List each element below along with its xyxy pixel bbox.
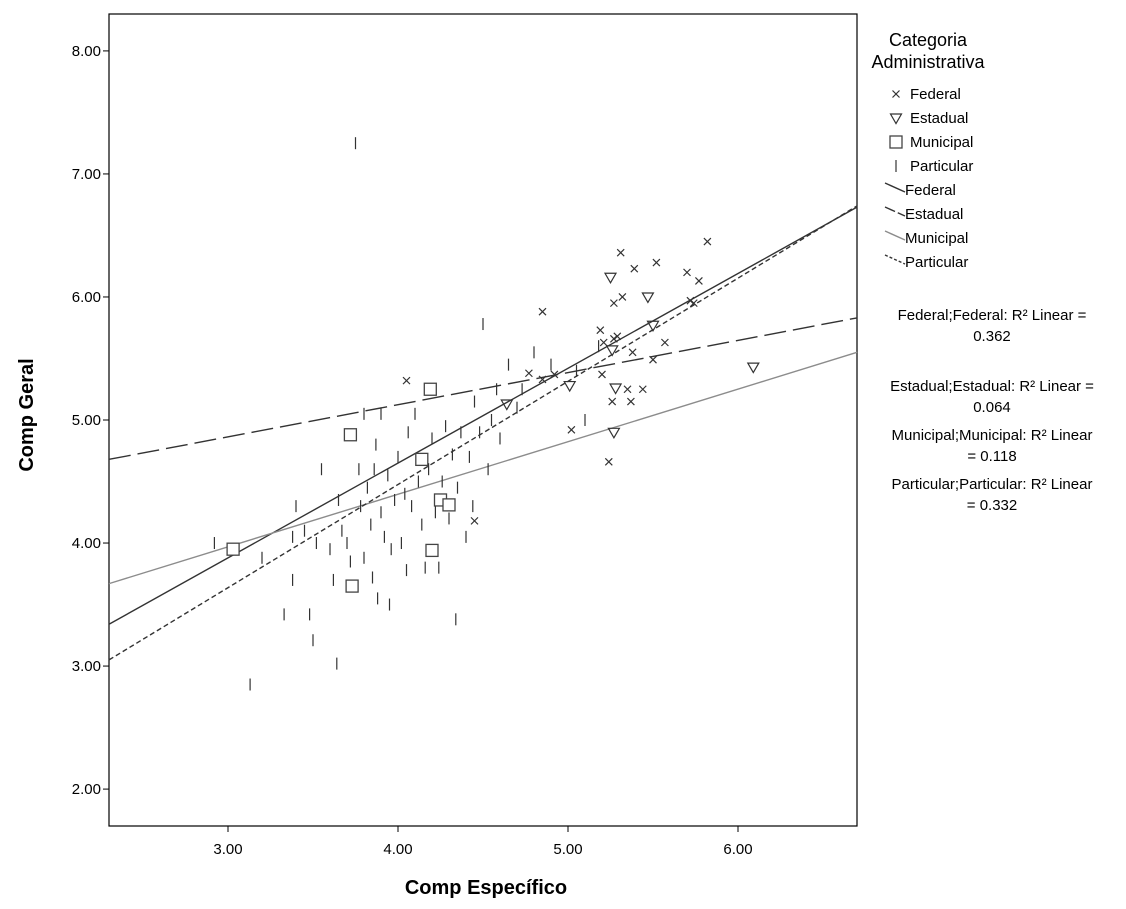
point-federal	[686, 296, 695, 305]
point-estadual	[641, 292, 655, 304]
legend-line-municipal	[884, 230, 906, 241]
legend-label: Particular	[905, 254, 968, 271]
point-federal	[598, 370, 606, 379]
point-municipal	[425, 543, 439, 558]
legend-label: Federal	[910, 86, 961, 103]
point-municipal	[345, 579, 359, 593]
x-axis-title: Comp Específico	[405, 877, 567, 899]
point-federal	[550, 370, 559, 379]
plot-area	[108, 13, 858, 827]
y-tick-label: 5.00	[72, 412, 101, 429]
legend-label: Estadual	[905, 206, 963, 223]
y-tick-label: 7.00	[72, 166, 101, 183]
point-federal	[604, 457, 613, 466]
legend-title-line2: Administrativa	[871, 52, 985, 72]
legend-label: Particular	[910, 158, 973, 175]
fit-line-particular	[108, 205, 858, 661]
point-federal	[538, 375, 547, 384]
fit-label-line2: = 0.332	[967, 497, 1017, 514]
legend-marker-municipal	[889, 135, 903, 149]
point-federal	[628, 348, 637, 357]
point-federal	[638, 385, 647, 394]
point-federal	[524, 369, 533, 378]
fit-label-line2: 0.362	[973, 328, 1011, 345]
point-federal	[599, 338, 608, 347]
x-tick-label: 5.00	[553, 841, 582, 858]
point-federal	[618, 293, 627, 301]
fit-label-line2: 0.064	[973, 399, 1011, 416]
point-estadual	[646, 320, 660, 332]
fit-label-line2: = 0.118	[967, 448, 1016, 465]
y-tick-label: 6.00	[72, 289, 101, 306]
point-municipal	[343, 428, 358, 442]
point-municipal	[442, 498, 456, 512]
point-federal	[630, 264, 639, 273]
point-federal	[689, 299, 698, 308]
point-federal	[538, 307, 547, 316]
point-estadual	[605, 345, 619, 357]
legend-label: Federal	[905, 182, 956, 199]
point-federal	[703, 237, 712, 246]
y-tick-label: 2.00	[72, 781, 101, 798]
point-federal	[613, 332, 622, 341]
point-estadual	[500, 399, 514, 411]
y-tick-label: 8.00	[72, 43, 101, 60]
data-points	[213, 137, 760, 691]
legend-label: Municipal	[905, 230, 968, 247]
plot-frame	[108, 13, 858, 827]
point-municipal	[226, 542, 240, 556]
legend: Categoria Administrativa Federal Estadual…	[871, 30, 985, 271]
y-tick-label: 4.00	[72, 535, 101, 552]
point-municipal	[415, 452, 429, 467]
y-axis-title: Comp Geral	[16, 358, 38, 471]
point-estadual	[609, 383, 623, 395]
x-tick-label: 4.00	[383, 841, 412, 858]
point-municipal	[423, 382, 437, 396]
point-estadual	[746, 362, 760, 374]
point-federal	[609, 334, 618, 343]
legend-title-line1: Categoria	[889, 30, 968, 50]
fit-labels: Federal;Federal: R² Linear = 0.362 Estadua…	[890, 307, 1094, 514]
fit-line-estadual	[108, 317, 858, 461]
point-estadual	[607, 427, 621, 440]
x-axis: 3.00 4.00 5.00 6.00	[213, 826, 753, 858]
y-axis: 2.00 3.00 4.00 5.00 6.00 7.00 8.00	[72, 43, 109, 798]
legend-line-estadual	[884, 206, 906, 217]
y-tick-label: 3.00	[72, 658, 101, 675]
point-federal	[470, 516, 479, 525]
point-federal	[652, 258, 661, 267]
point-federal	[402, 376, 411, 385]
point-federal	[694, 277, 703, 285]
point-federal	[608, 397, 617, 406]
point-federal	[683, 268, 691, 277]
fit-label-line1: Estadual;Estadual: R² Linear =	[890, 378, 1094, 395]
x-tick-label: 6.00	[723, 841, 752, 858]
legend-line-federal	[884, 182, 906, 193]
point-federal	[596, 326, 605, 335]
point-federal	[567, 425, 576, 434]
point-estadual	[563, 380, 577, 393]
point-federal	[660, 338, 669, 347]
fit-label-line1: Particular;Particular: R² Linear	[892, 476, 1093, 493]
legend-label: Estadual	[910, 110, 968, 127]
legend-label: Municipal	[910, 134, 973, 151]
point-federal	[623, 385, 632, 394]
point-federal	[649, 355, 657, 364]
fit-label-line1: Municipal;Municipal: R² Linear	[892, 427, 1093, 444]
point-estadual	[603, 272, 618, 284]
point-federal	[626, 397, 635, 406]
point-federal	[616, 248, 625, 257]
legend-marker-estadual	[889, 113, 903, 125]
legend-line-particular	[884, 254, 906, 265]
fit-label-line1: Federal;Federal: R² Linear =	[898, 307, 1087, 324]
legend-marker-federal	[892, 90, 900, 98]
x-tick-label: 3.00	[213, 841, 242, 858]
point-federal	[609, 299, 618, 308]
